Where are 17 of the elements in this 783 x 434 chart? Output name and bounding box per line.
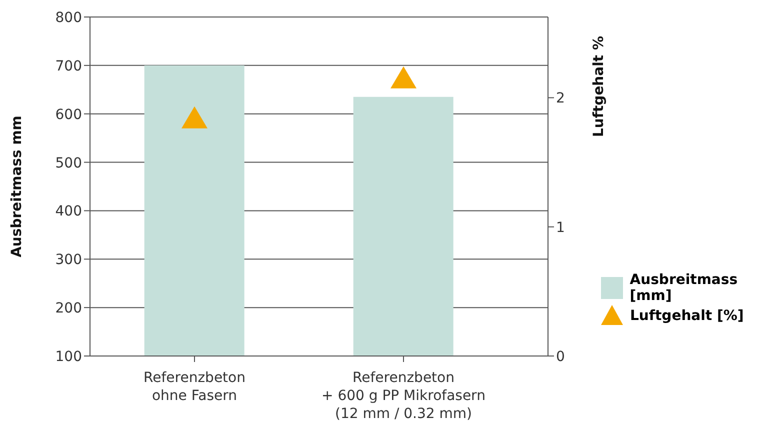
y-tick-label: 200 [55, 300, 82, 317]
y2-axis-title: Luftgehalt % [590, 36, 607, 137]
y-axis-title: Ausbreitmass mm [8, 116, 25, 258]
y2-tick-label: 1 [556, 220, 565, 236]
y2-tick-label: 0 [556, 348, 565, 365]
y-tick-label: 700 [55, 58, 82, 74]
x-tick-label: Referenzbeton ohne Fasern [144, 370, 246, 404]
y-tick-label: 300 [55, 252, 82, 268]
legend-label: Ausbreitmass [mm] [630, 272, 739, 304]
legend-label: Luftgehalt [%] [630, 308, 744, 324]
y-tick-label: 800 [55, 10, 82, 26]
y-tick-label: 100 [55, 348, 82, 365]
y-tick-label: 600 [55, 106, 82, 123]
x-tick-label: Referenzbeton + 600 g PP Mikrofasern (12 mm / 0.32 mm) [322, 370, 486, 422]
y-tick-label: 400 [55, 204, 82, 220]
y-tick-label: 500 [55, 155, 82, 172]
y2-tick-label: 2 [556, 90, 565, 107]
